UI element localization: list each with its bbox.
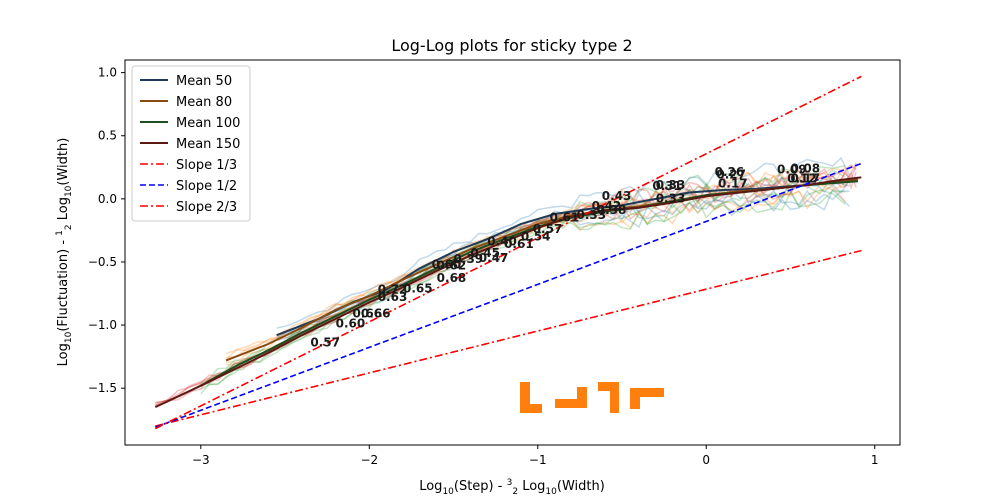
slope-annotation: 0.09 — [777, 163, 807, 177]
y-axis-title-part-5: Log — [56, 197, 71, 224]
legend-label: Slope 2/3 — [176, 200, 237, 215]
y-axis-title: Log10(Fluctuation) - 12 Log10(Width) — [55, 138, 74, 367]
series-line-1 — [225, 178, 859, 362]
x-axis-title: Log10(Step) - 32 Log10(Width) — [419, 478, 605, 497]
y-axis-title-part-0: Log — [56, 343, 71, 366]
slope-annotation: 0.61 — [550, 211, 580, 225]
slope-annotation: 0.54 — [521, 230, 551, 244]
slope-annotation: 0.61 — [504, 237, 534, 251]
x-axis-title-part-6: 10 — [545, 487, 557, 497]
legend: Mean 50 Mean 80 Mean 100 Mean 150 Slope 1/3 S… — [131, 65, 251, 222]
x-tick-label: −2 — [360, 453, 378, 467]
slope-annotation: 0.65 — [403, 281, 433, 295]
slope-annotation: 0.57 — [310, 336, 340, 350]
slope-annotation: 0.45 — [470, 246, 500, 260]
legend-label: Mean 150 — [176, 137, 240, 152]
y-axis-title-part-3: 1 — [55, 230, 65, 236]
slope-annotation: 0.33 — [577, 208, 607, 222]
chart-title: Log-Log plots for sticky type 2 — [391, 36, 632, 55]
x-tick-label: 1 — [871, 453, 879, 467]
slope-annotation: 0.63 — [378, 290, 408, 304]
series-line-0 — [276, 178, 859, 337]
x-tick-label: −3 — [192, 453, 210, 467]
slope-annotation: 0.62 — [437, 259, 467, 273]
slope-annotation: 0.57 — [533, 222, 563, 236]
trace-line — [200, 189, 846, 395]
slope-annotation: 0.38 — [597, 203, 627, 217]
legend-label: Slope 1/2 — [176, 179, 237, 194]
x-axis-title-part-1: 10 — [442, 487, 454, 497]
trace-line — [200, 189, 846, 391]
legend-label: Slope 1/3 — [176, 158, 237, 173]
slope-annotation: 0.26 — [715, 165, 745, 179]
series-lines — [154, 75, 862, 430]
slope-annotation: 0.42 — [592, 199, 622, 213]
slope-annotation: 0.17 — [790, 171, 820, 185]
watermark-logo — [520, 382, 664, 413]
legend-label: Mean 100 — [176, 116, 240, 131]
y-axis-title-part-7: (Width) — [56, 138, 71, 186]
x-axis-title-part-3: 3 — [507, 478, 513, 488]
series-line-6 — [154, 75, 862, 430]
slope-annotation: 0.27 — [716, 168, 746, 182]
x-axis-title-part-7: (Width) — [557, 479, 605, 494]
x-axis-title-part-2: (Step) - — [454, 479, 507, 494]
y-axis: −1.5 −1.0 −0.5 0.0 0.5 1.0 — [88, 66, 125, 395]
y-tick-label: −1.0 — [88, 318, 117, 332]
y-axis-title-part-2: (Fluctuation) - — [56, 236, 71, 332]
y-axis-title-part-6: 10 — [64, 185, 74, 197]
slope-annotation: 0.12 — [787, 171, 817, 185]
y-axis-title-part-4: 2 — [64, 224, 74, 230]
legend-label: Mean 50 — [176, 74, 232, 89]
trace-line — [225, 168, 846, 355]
trace-line — [276, 156, 851, 329]
x-axis-title-part-5: Log — [518, 479, 545, 494]
x-axis: −3 −2 −1 0 1 — [192, 445, 879, 467]
y-tick-label: 0.0 — [98, 192, 117, 206]
y-tick-label: 0.5 — [98, 129, 117, 143]
slope-annotation: 0.31 — [652, 179, 682, 193]
x-axis-title-part-0: Log — [419, 479, 442, 494]
y-tick-label: −1.5 — [88, 381, 117, 395]
slope-annotation: 0.60 — [432, 257, 462, 271]
y-tick-label: −0.5 — [88, 255, 117, 269]
slope-annotation: 0.39 — [454, 252, 484, 266]
trace-line — [225, 167, 846, 360]
slope-annotation: 0.33 — [656, 178, 686, 192]
slope-annotation: 0.68 — [437, 271, 467, 285]
slope-annotation: 0.08 — [790, 161, 820, 175]
slope-annotation: 0.72 — [378, 283, 408, 297]
slope-annotations: 0.570.600.660.660.630.720.650.680.620.60… — [310, 161, 820, 349]
y-tick-label: 1.0 — [98, 66, 117, 80]
slope-annotation: 0.17 — [718, 176, 748, 190]
y-axis-title-part-1: 10 — [64, 331, 74, 343]
slope-annotation: 0.40 — [487, 235, 517, 249]
legend-label: Mean 80 — [176, 95, 232, 110]
x-tick-label: 0 — [702, 453, 710, 467]
slope-annotation: 0.43 — [602, 189, 632, 203]
slope-annotation: 0.66 — [361, 307, 391, 321]
trace-line — [226, 185, 846, 366]
series-line-4 — [155, 249, 862, 427]
plot-frame — [124, 59, 901, 446]
legend-box — [131, 65, 251, 222]
slope-annotation: 0.47 — [479, 251, 509, 265]
slope-annotation: 0.60 — [336, 317, 366, 331]
slope-annotation: 0.33 — [656, 192, 686, 206]
slope-annotation: 0.66 — [352, 307, 382, 321]
x-axis-title-part-4: 2 — [512, 487, 518, 497]
x-tick-label: −1 — [529, 453, 547, 467]
series-line-3 — [154, 176, 862, 409]
